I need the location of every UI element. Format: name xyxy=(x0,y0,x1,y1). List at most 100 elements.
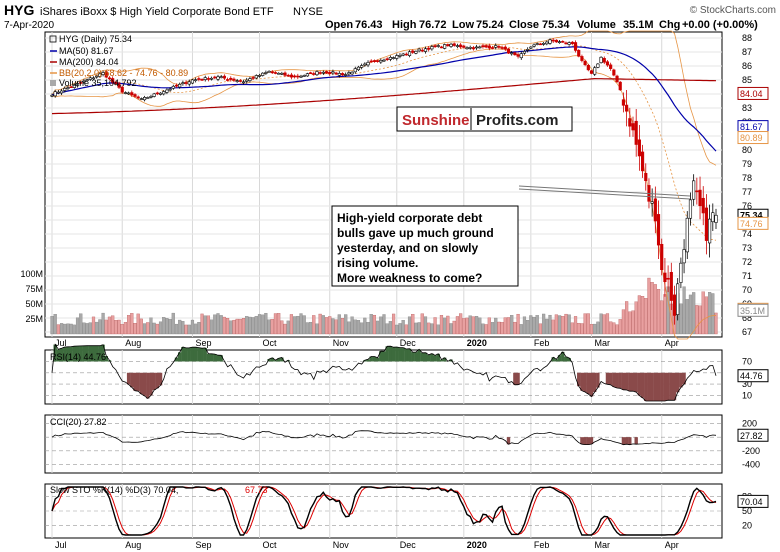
sto-title-d: 67.73 xyxy=(245,485,268,495)
volume-bar xyxy=(481,323,485,335)
legend-bb: BB(20,2.0) 68.62 - 74.76 - 80.89 xyxy=(59,68,188,78)
candle-body xyxy=(203,77,207,80)
candle-body xyxy=(382,59,386,62)
volume-bar xyxy=(554,314,558,335)
volume-bar xyxy=(372,314,377,335)
candle-body xyxy=(398,55,402,57)
candle-body xyxy=(350,71,354,75)
volume-bar xyxy=(344,314,348,335)
candle-body xyxy=(117,83,121,88)
candle-body xyxy=(91,77,96,80)
candle-body xyxy=(385,58,389,61)
candle-body xyxy=(494,45,498,48)
volume-bar xyxy=(548,314,552,335)
volume-bar xyxy=(318,313,322,335)
price-tick: 80 xyxy=(742,145,752,155)
candle-body xyxy=(698,189,702,207)
candle-body xyxy=(628,118,632,127)
candle-body xyxy=(599,56,603,64)
open-label: Open xyxy=(325,19,353,31)
candle-body xyxy=(245,79,249,82)
volume-bar xyxy=(436,324,440,335)
price-marker xyxy=(737,216,769,230)
candle-body xyxy=(353,68,357,73)
cci-tick: 200 xyxy=(742,418,757,428)
candle-body xyxy=(107,77,112,80)
volume-bar xyxy=(621,309,626,335)
candle-body xyxy=(672,294,677,316)
volume-bar xyxy=(158,321,163,335)
price-tick: 78 xyxy=(742,173,752,183)
volume-bar xyxy=(328,316,332,335)
candle-body xyxy=(347,72,351,75)
candle-body xyxy=(133,94,137,97)
cci-tick: -200 xyxy=(742,446,760,456)
candle-body xyxy=(158,92,163,95)
candle-body xyxy=(337,73,341,76)
month-label: Jul xyxy=(55,540,67,550)
volume-bar xyxy=(382,314,386,335)
volume-bar xyxy=(79,313,83,335)
price-tick: 68 xyxy=(742,313,752,323)
volume-bar xyxy=(567,314,571,335)
ma200-line xyxy=(51,77,717,115)
volume-bar xyxy=(618,319,622,335)
volume-bar xyxy=(583,313,587,335)
candle-body xyxy=(174,84,179,87)
legend-volume: Volume 35,104,792 xyxy=(59,78,137,88)
volume-bar xyxy=(513,321,517,335)
volume-bar xyxy=(589,324,594,335)
sto-title: Slow STO %K(14) %D(3) 70.04, xyxy=(50,485,178,495)
volume-bar xyxy=(529,315,533,335)
candle-body xyxy=(484,45,488,48)
candle-body xyxy=(548,39,552,44)
candle-body xyxy=(232,78,236,81)
volume-bar xyxy=(551,319,555,335)
candle-body xyxy=(618,81,622,91)
candle-body xyxy=(277,72,281,75)
candle-body xyxy=(111,78,115,83)
candle-body xyxy=(538,43,543,46)
candle-body xyxy=(481,45,485,48)
volume-bar xyxy=(356,320,361,335)
volume-bar xyxy=(363,317,367,335)
month-label: Feb xyxy=(534,540,550,550)
candle-body xyxy=(101,72,105,75)
volume-bar xyxy=(241,318,246,335)
volume-bar xyxy=(682,286,686,335)
candle-body xyxy=(404,53,408,56)
candle-body xyxy=(200,79,204,81)
candle-body xyxy=(516,54,520,57)
month-label: Feb xyxy=(534,338,550,348)
price-tick: 73 xyxy=(742,243,752,253)
annotation-line-5: More weakness to come? xyxy=(337,271,482,285)
volume-bar xyxy=(628,311,632,335)
candle-body xyxy=(149,96,153,98)
price-tick: 77 xyxy=(742,187,752,197)
candle-body xyxy=(152,93,156,97)
candle-body xyxy=(542,43,546,45)
candle-body xyxy=(79,82,83,84)
volume-bar xyxy=(698,305,702,335)
volume-bar xyxy=(257,314,262,335)
volume-bar xyxy=(136,313,140,335)
candle-body xyxy=(315,71,319,76)
candle-body xyxy=(379,60,383,63)
volume-bar xyxy=(446,315,450,335)
volume-bar xyxy=(376,320,380,335)
volume-bar xyxy=(104,319,108,335)
price-marker xyxy=(737,86,769,100)
candle-body xyxy=(682,249,686,264)
candle-body xyxy=(293,75,297,78)
price-marker-label: 84.04 xyxy=(740,89,763,99)
volume-bars xyxy=(50,277,718,335)
candle-body xyxy=(162,91,166,95)
volume-bar xyxy=(155,323,159,335)
candle-body xyxy=(471,47,475,50)
security-name: iShares iBoxx $ High Yield Corporate Bon… xyxy=(40,6,274,18)
candle-body xyxy=(411,50,415,53)
volume-bar xyxy=(315,323,319,335)
volume-bar xyxy=(91,316,96,335)
candle-body xyxy=(407,51,412,56)
logo-part-1: Sunshine xyxy=(402,112,470,129)
